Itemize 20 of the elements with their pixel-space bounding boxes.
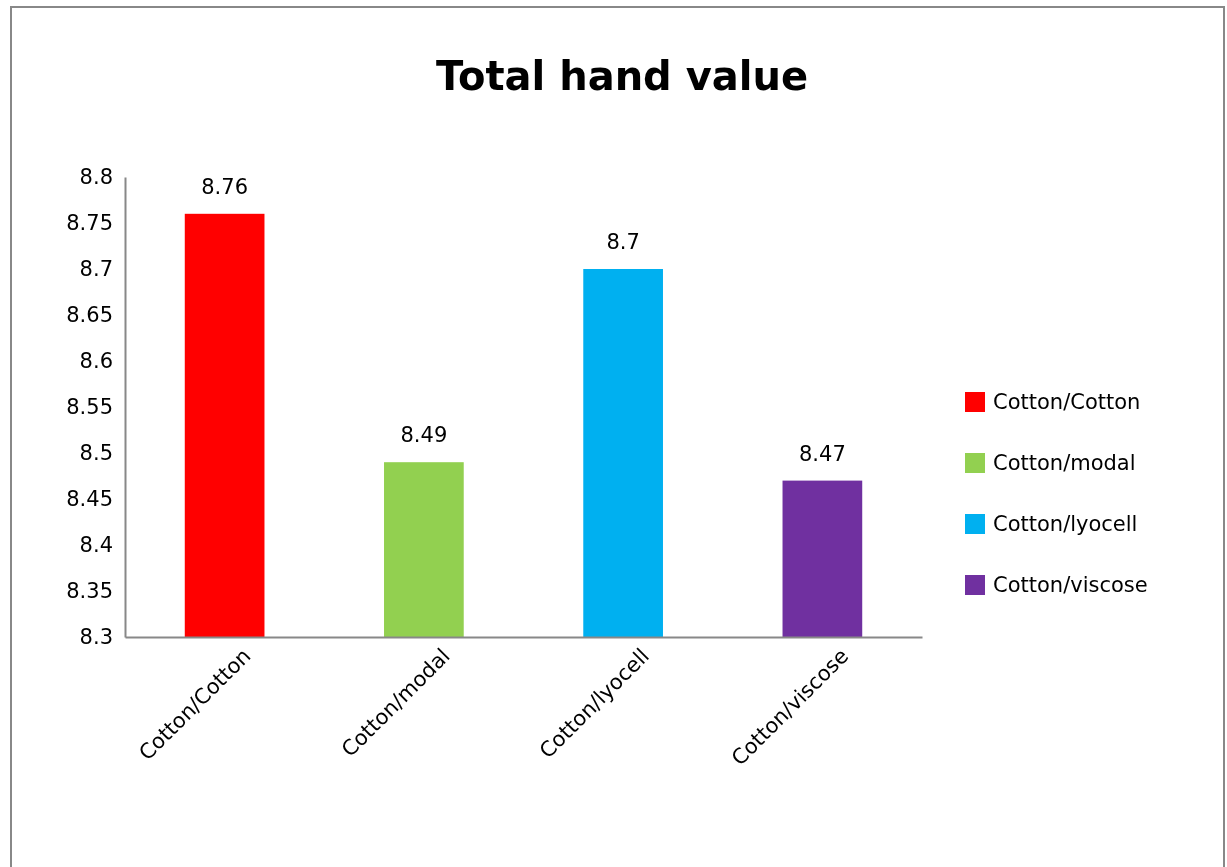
y-tick-label: 8.6: [79, 349, 113, 374]
data-label: 8.76: [201, 174, 249, 199]
legend-label: Cotton/Cotton: [993, 390, 1141, 415]
y-tick-label: 8.75: [66, 211, 113, 236]
y-tick-label: 8.45: [66, 487, 113, 512]
y-tick-label: 8.4: [79, 533, 113, 558]
data-label: 8.49: [400, 423, 448, 448]
y-tick-label: 8.3: [79, 625, 113, 650]
y-tick-label: 8.7: [79, 257, 113, 282]
legend-label: Cotton/viscose: [993, 573, 1148, 598]
chart-title: Total hand value: [435, 53, 809, 99]
data-label: 8.47: [798, 441, 846, 466]
y-tick-label: 8.55: [66, 395, 113, 420]
y-tick-label: 8.5: [79, 441, 113, 466]
legend-label: Cotton/modal: [993, 451, 1136, 476]
y-tick-label: 8.65: [66, 303, 113, 328]
y-tick-label: 8.8: [79, 165, 113, 190]
y-tick-label: 8.35: [66, 579, 113, 604]
data-label: 8.7: [606, 230, 640, 254]
legend-label: Cotton/lyocell: [993, 512, 1138, 537]
